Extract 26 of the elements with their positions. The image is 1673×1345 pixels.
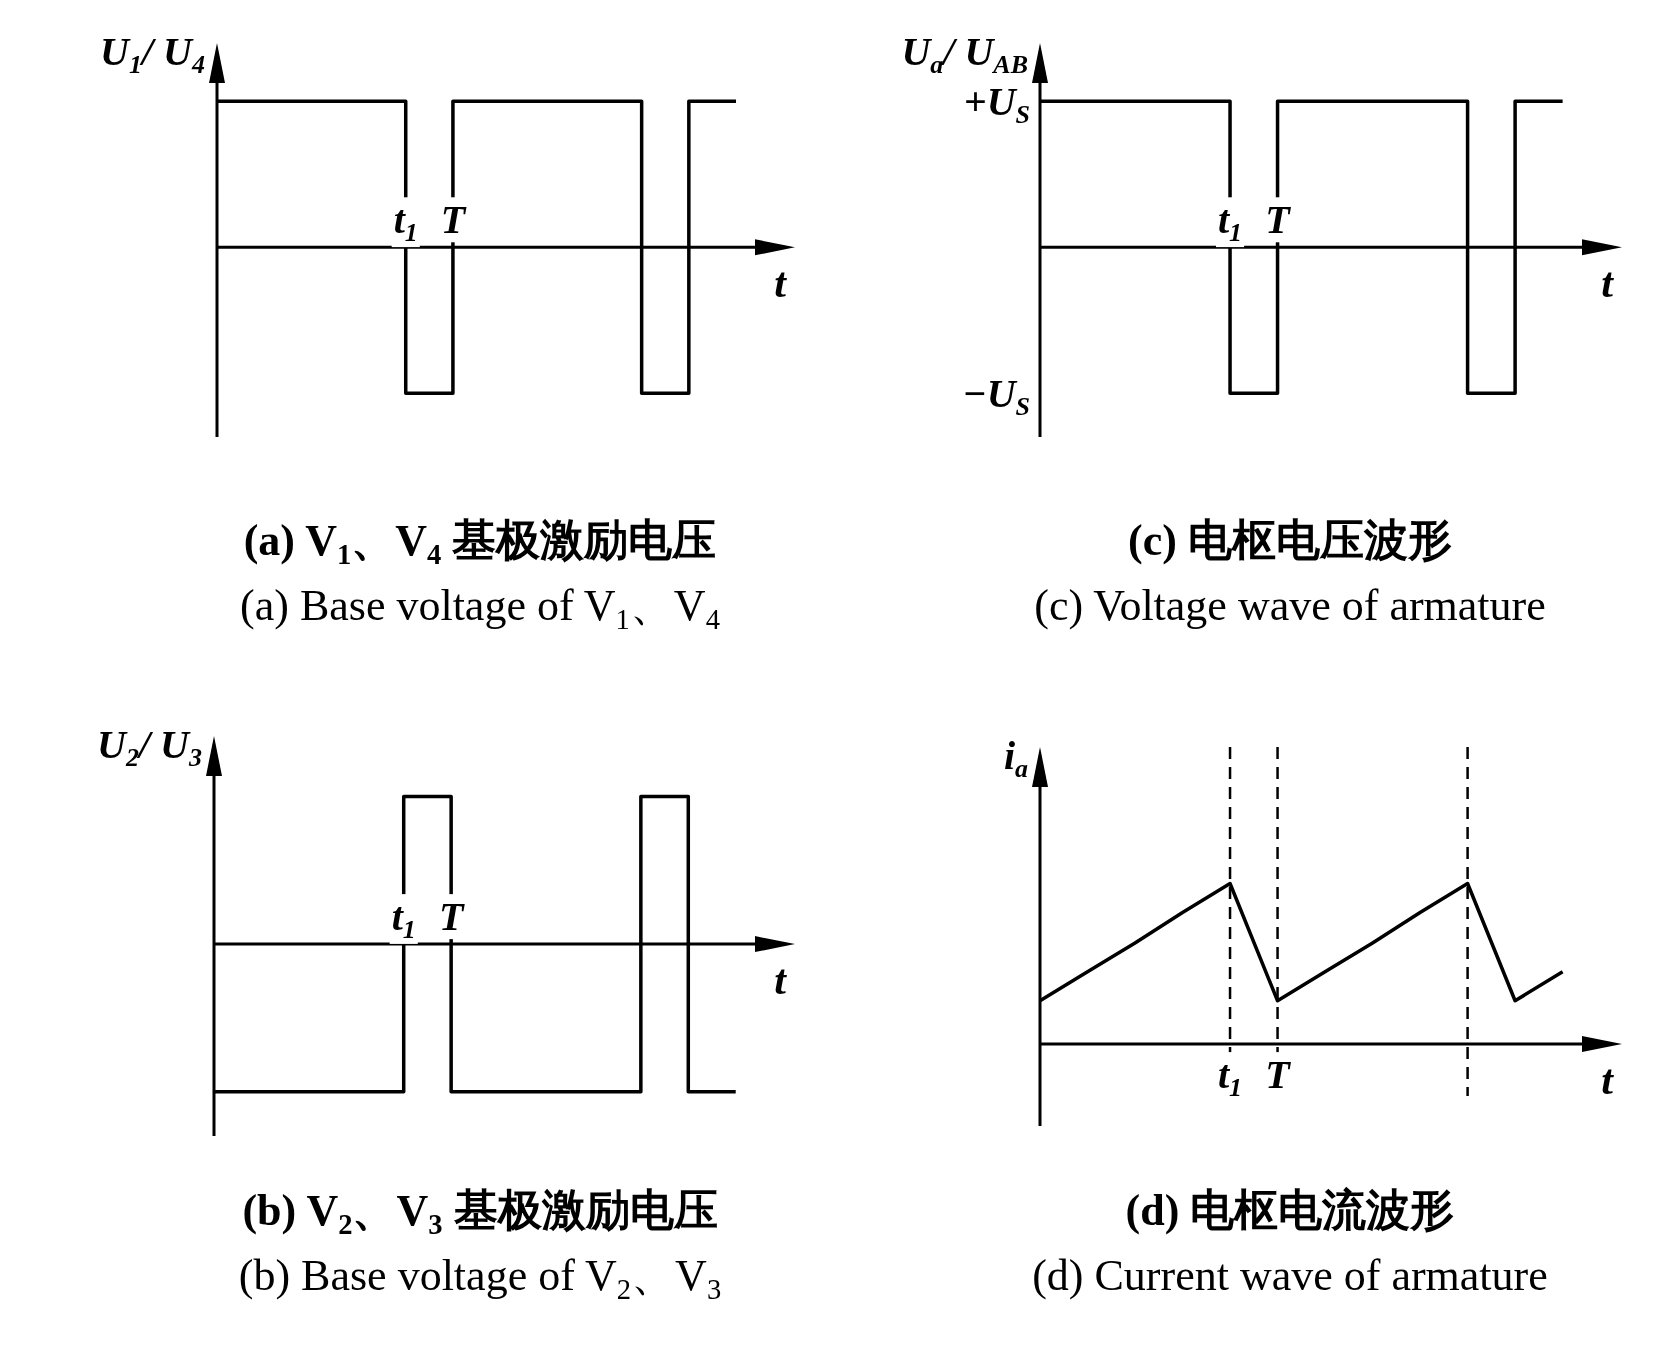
text: (c) 电枢电压波形	[1128, 516, 1452, 565]
text: (d) Current wave of armature	[1032, 1251, 1548, 1300]
y-axis-title: U$_{1}$/ U$_{4}$	[100, 29, 205, 79]
x-tick-label: T	[1265, 1052, 1292, 1098]
y-axis-title: U$_{2}$/ U$_{3}$	[97, 722, 202, 772]
text: (a) Base voltage of V$_{1}$、V$_{4}$	[240, 581, 720, 635]
text: (a) V$_{1}$、V$_{4}$ 基极激励电压	[243, 516, 717, 570]
text: (b) Base voltage of V$_{2}$、V$_{3}$	[238, 1251, 722, 1305]
x-axis-title: t	[1601, 260, 1615, 307]
x-tick-label: t$_{1}$	[1217, 197, 1243, 248]
y-axis-title: i$_{a}$	[1003, 733, 1028, 783]
y-axis-title: U$_{a}$/ U$_{AB}$	[901, 29, 1028, 79]
x-axis-title: t	[774, 957, 788, 1004]
x-tick-label: T	[438, 894, 465, 940]
text: (d) 电枢电流波形	[1125, 1186, 1455, 1235]
x-tick-label: T	[440, 197, 467, 243]
x-tick-label: t$_{1}$	[393, 197, 418, 248]
x-tick-label: t$_{1}$	[391, 894, 416, 944]
x-tick-label: T	[1265, 197, 1292, 243]
x-axis-title: t	[1601, 1057, 1615, 1104]
text: +U$_{S}$	[963, 79, 1030, 130]
x-axis-title: t	[774, 260, 788, 307]
text: (b) V$_{2}$、V$_{3}$ 基极激励电压	[242, 1186, 718, 1240]
text: (c) Voltage wave of armature	[1034, 581, 1546, 630]
text: −U$_{S}$	[962, 371, 1030, 422]
x-tick-label: t$_{1}$	[1217, 1052, 1243, 1102]
